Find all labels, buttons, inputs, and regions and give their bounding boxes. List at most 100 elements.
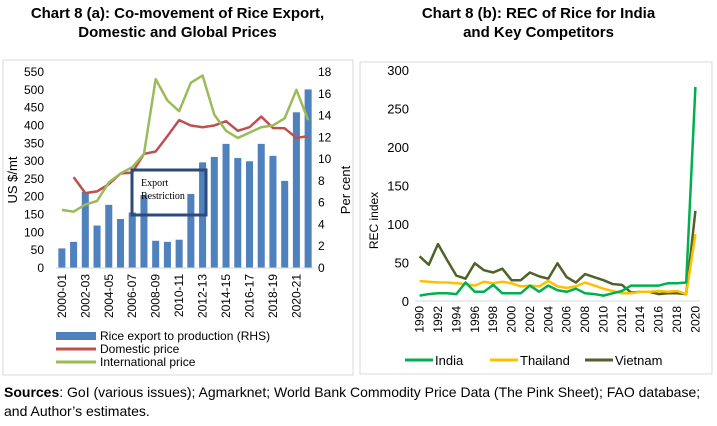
x-tick-label: 1994	[449, 306, 463, 333]
bar-export-ratio	[116, 219, 125, 268]
x-tick-label: 2014	[633, 306, 647, 333]
x-tick-label: 2016-17	[243, 274, 257, 318]
x-tick-label: 1996	[468, 306, 482, 333]
legend-label: International price	[100, 355, 196, 369]
bar-export-ratio	[245, 161, 254, 268]
y-tick-label: 50	[31, 243, 45, 257]
x-tick-label: 2006	[560, 306, 574, 333]
sources-text: : GoI (various issues); Agmarknet; World…	[4, 384, 701, 419]
y-axis-label: REC index	[367, 192, 381, 249]
bar-export-ratio	[257, 143, 265, 268]
y2-tick-label: 8	[318, 174, 325, 188]
y-tick-label: 100	[24, 225, 44, 239]
x-tick-label: 2016	[652, 306, 666, 333]
bar-export-ratio	[234, 158, 242, 268]
chart-a-title: Chart 8 (a): Co-movement of Rice Export,…	[30, 5, 325, 41]
x-tick-label: 2018	[670, 306, 684, 333]
chart-b-title: Chart 8 (b): REC of Rice for India and Ke…	[421, 5, 656, 41]
chart-a-frame	[2, 59, 354, 376]
bar-export-ratio	[140, 195, 148, 268]
bar-export-ratio	[152, 240, 160, 268]
y-axis-label: US $/mt	[5, 156, 20, 203]
bar-export-ratio	[58, 248, 66, 268]
y-tick-label: 150	[24, 208, 44, 222]
y2-axis-label: Per cent	[338, 165, 353, 214]
x-tick-label: 1990	[413, 306, 427, 333]
y-tick-label: 550	[24, 65, 44, 79]
legend-label: Rice export to production (RHS)	[100, 329, 270, 343]
x-tick-label: 2004	[541, 306, 555, 333]
x-tick-label: 2012-13	[196, 274, 210, 318]
y2-tick-label: 16	[318, 87, 332, 101]
x-tick-label: 2018-19	[266, 274, 280, 318]
x-tick-label: 2002-03	[78, 274, 92, 318]
bar-export-ratio	[81, 191, 89, 268]
x-tick-label: 2000-01	[55, 274, 69, 318]
y-tick-label: 350	[24, 136, 44, 150]
y2-tick-label: 0	[318, 261, 325, 275]
x-tick-label: 2010	[596, 306, 610, 333]
bar-export-ratio	[187, 193, 195, 268]
x-tick-label: 2008	[578, 306, 592, 333]
y-tick-label: 500	[24, 83, 44, 97]
y-tick-label: 0	[37, 261, 44, 275]
y2-tick-label: 10	[318, 152, 332, 166]
export-restriction-box	[130, 168, 208, 217]
y2-tick-label: 4	[318, 217, 325, 231]
bar-export-ratio	[105, 204, 113, 268]
y2-tick-label: 6	[318, 196, 325, 210]
y-tick-label: 50	[395, 256, 409, 271]
x-tick-label: 2012	[615, 306, 629, 333]
y-tick-label: 150	[387, 179, 409, 194]
bar-export-ratio	[210, 156, 218, 268]
sources-label: Sources	[4, 384, 60, 400]
bar-export-ratio	[163, 241, 171, 268]
bar-export-ratio	[222, 143, 230, 268]
legend-label: Domestic price	[100, 342, 180, 356]
y-tick-label: 300	[24, 154, 44, 168]
y-tick-label: 200	[24, 190, 44, 204]
legend-label: Vietnam	[615, 353, 662, 368]
x-tick-label: 2008-09	[149, 274, 163, 318]
x-tick-label: 2006-07	[125, 274, 139, 318]
legend-label: India	[435, 353, 464, 368]
y-tick-label: 400	[24, 118, 44, 132]
x-tick-label: 2020-21	[289, 274, 303, 318]
bar-export-ratio	[93, 225, 101, 268]
legend-label: Thailand	[520, 353, 570, 368]
x-tick-label: 1998	[486, 306, 500, 333]
bar-export-ratio	[128, 212, 136, 268]
line-india	[419, 86, 697, 297]
y-tick-label: 200	[387, 140, 409, 155]
bar-export-ratio	[292, 112, 300, 269]
line-vietnam	[418, 210, 697, 296]
export-restriction-label: Restriction	[141, 191, 185, 202]
y-tick-label: 250	[387, 102, 409, 117]
y2-tick-label: 18	[318, 65, 332, 79]
x-tick-label: 2002	[523, 306, 537, 333]
sources-note: Sources: GoI (various issues); Agmarknet…	[4, 383, 709, 421]
y-tick-label: 0	[402, 294, 409, 309]
y-tick-label: 300	[387, 63, 409, 78]
x-tick-label: 2010-11	[172, 274, 186, 317]
x-tick-label: 2000	[505, 306, 519, 333]
y-tick-label: 100	[387, 217, 409, 232]
y2-tick-label: 2	[318, 239, 325, 253]
chart-b-frame	[359, 61, 713, 375]
x-tick-label: 2004-05	[102, 274, 116, 318]
y-tick-label: 450	[24, 101, 44, 115]
x-tick-label: 1992	[431, 306, 445, 333]
y2-tick-label: 12	[318, 130, 332, 144]
x-tick-label: 2014-15	[219, 274, 233, 318]
bar-export-ratio	[70, 241, 78, 268]
y-tick-label: 250	[24, 172, 44, 186]
bar-export-ratio	[281, 180, 289, 268]
line-international-price	[61, 74, 310, 213]
export-restriction-label: Export	[141, 178, 168, 189]
y2-tick-label: 14	[318, 109, 332, 123]
bar-export-ratio	[304, 89, 312, 268]
bar-export-ratio	[175, 239, 183, 268]
bar-export-ratio	[269, 155, 277, 268]
legend-swatch-bar	[56, 332, 96, 340]
